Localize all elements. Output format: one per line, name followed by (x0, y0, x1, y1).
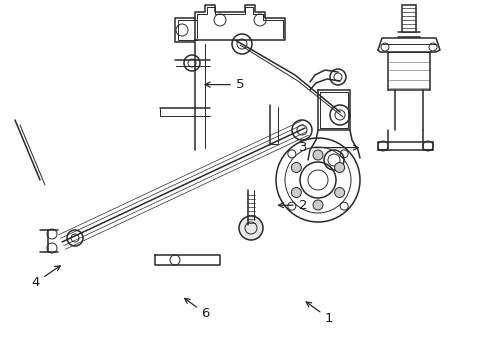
Circle shape (313, 150, 323, 160)
Circle shape (335, 162, 344, 172)
Text: 4: 4 (31, 266, 60, 289)
Circle shape (239, 216, 263, 240)
Circle shape (292, 188, 301, 198)
Text: 2: 2 (279, 199, 307, 212)
Text: 1: 1 (306, 302, 334, 325)
Circle shape (292, 162, 301, 172)
Circle shape (313, 200, 323, 210)
Text: 5: 5 (205, 78, 245, 91)
Text: 6: 6 (185, 298, 210, 320)
Circle shape (335, 188, 344, 198)
Text: 3: 3 (298, 141, 358, 154)
